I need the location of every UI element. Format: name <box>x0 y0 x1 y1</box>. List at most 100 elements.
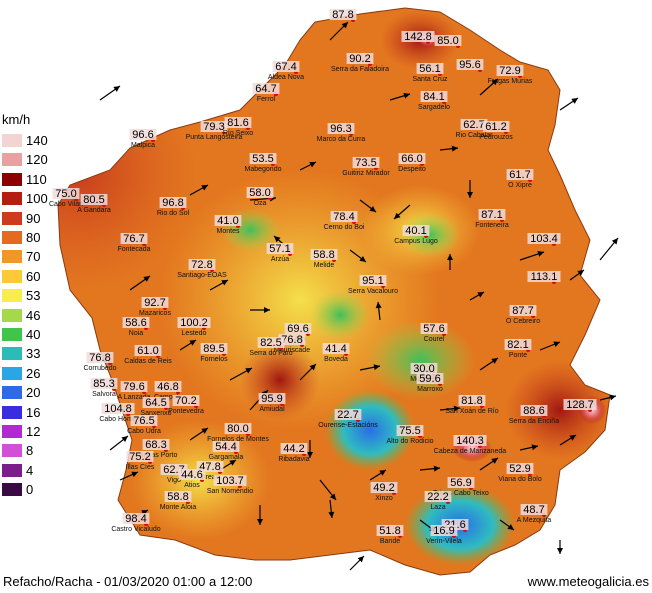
station-value: 73.5 <box>355 157 376 169</box>
station-value: 72.9 <box>499 65 520 77</box>
station-value-background <box>120 381 148 392</box>
station-value: 82.5 <box>260 337 281 349</box>
station-value-background <box>86 352 114 363</box>
station-value-background <box>196 461 224 472</box>
station-value: 46.8 <box>157 381 178 393</box>
legend-unit: km/h <box>2 112 31 127</box>
wind-arrow-head <box>447 254 453 260</box>
wind-arrow-head <box>531 444 538 451</box>
station-value: 75.0 <box>55 188 76 200</box>
legend-label: 26 <box>26 365 41 381</box>
station-value-background <box>257 337 285 348</box>
station-value: 100.2 <box>180 317 208 329</box>
station-name: Pontevedra <box>168 408 204 415</box>
wind-arrow-head <box>113 86 120 92</box>
station-value-background <box>178 469 206 480</box>
station-value-background <box>80 194 108 205</box>
station: 95.6 <box>456 59 484 72</box>
wind-arrow-head <box>357 556 364 563</box>
station: 48.7A Mezquita <box>517 504 551 524</box>
legend-swatch <box>2 289 22 303</box>
wind-arrow-head <box>309 162 316 168</box>
station-value-background <box>159 197 187 208</box>
source-link[interactable]: www.meteogalicia.es <box>527 574 649 589</box>
station-value: 57.6 <box>423 323 444 335</box>
wind-legend: km/h 140 120 110 100 90 80 70 60 53 46 40 33 26 20 16 1… <box>0 112 50 522</box>
station-name: Rio do Sol <box>157 210 190 217</box>
legend-swatch <box>2 250 22 264</box>
station: 87.8 <box>329 9 357 22</box>
station-name: Melide <box>314 262 335 269</box>
station-value-background <box>527 271 561 282</box>
station-value: 41.4 <box>325 343 346 355</box>
station-value: 95.9 <box>261 393 282 405</box>
station-value-background <box>520 405 548 416</box>
station-value: 78.4 <box>333 211 354 223</box>
station-value-background <box>122 317 150 328</box>
station-value: 75.5 <box>399 425 420 437</box>
station-value: 87.8 <box>332 9 353 21</box>
station-name: Castro Vicaludo <box>111 526 160 533</box>
station-name: Vigo <box>167 477 181 484</box>
station-value: 76.8 <box>89 352 110 364</box>
station-value-background <box>252 83 280 94</box>
station-value-background <box>322 343 350 354</box>
station-value-background <box>160 464 188 475</box>
station-name: Ponte <box>509 352 527 359</box>
station-value-background <box>134 345 162 356</box>
station-name: Montes <box>217 228 240 235</box>
station-value: 58.8 <box>313 249 334 261</box>
station-value-background <box>278 334 306 345</box>
wind-arrow-head <box>121 436 128 443</box>
station-value-background <box>504 339 532 350</box>
station-value: 59.6 <box>419 373 440 385</box>
wind-arrow-head <box>433 465 440 472</box>
station: 142.8 <box>401 31 435 44</box>
wind-arrow-head <box>403 92 410 99</box>
legend-label: 53 <box>26 288 41 304</box>
station-value-background <box>200 121 228 132</box>
station-value-background <box>458 395 486 406</box>
station-value-background <box>172 395 200 406</box>
station-name: Corrubedo <box>83 365 116 372</box>
station-value: 40.1 <box>405 225 426 237</box>
wind-arrow-head <box>609 394 616 401</box>
wind-arrow-head <box>307 452 313 458</box>
station-name: Courel <box>424 336 445 343</box>
station-value: 87.1 <box>481 209 502 221</box>
station: 79.6A Lanzada <box>117 381 151 401</box>
wind-arrow-head <box>467 192 473 198</box>
station-value: 81.8 <box>461 395 482 407</box>
station-value: 41.0 <box>217 215 238 227</box>
station-value: 140.3 <box>456 435 484 447</box>
station-name: Aldea Nova <box>268 74 304 81</box>
station-name: A Lanzada <box>117 394 150 401</box>
station-name: Mazaricos <box>139 310 171 317</box>
station-value: 113.1 <box>531 271 558 283</box>
station: 128.7 <box>563 399 597 412</box>
station-value-background <box>329 9 357 20</box>
station-value: 96.6 <box>132 129 153 141</box>
station-value: 98.4 <box>125 513 146 525</box>
station-name: Atios <box>184 482 200 489</box>
station-value: 62.7 <box>463 119 484 131</box>
